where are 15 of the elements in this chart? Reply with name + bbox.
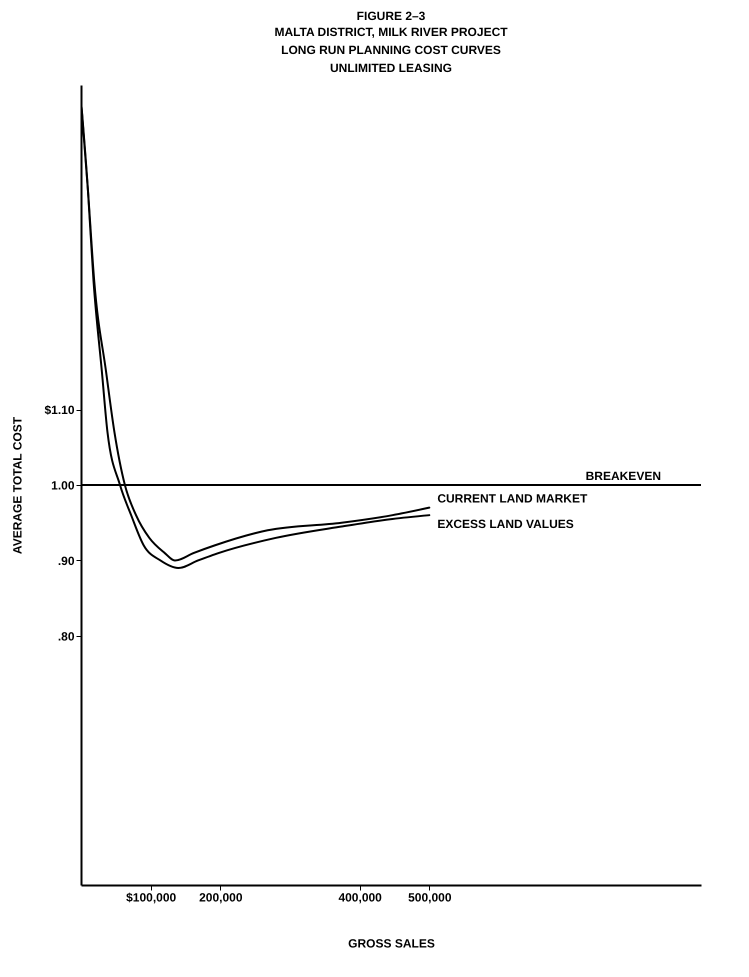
- series-label: CURRENT LAND MARKET: [437, 492, 588, 506]
- x-axis-title: GROSS SALES: [348, 936, 435, 950]
- y-tick-label: .80: [58, 629, 75, 644]
- y-axis-title: AVERAGE TOTAL COST: [10, 416, 24, 554]
- x-tick-label: 400,000: [338, 890, 382, 904]
- x-tick-label: $100,000: [126, 890, 177, 904]
- series-label: EXCESS LAND VALUES: [437, 517, 574, 532]
- ref-line-label: BREAKEVEN: [586, 469, 661, 483]
- x-tick-label: 500,000: [408, 890, 452, 904]
- chart-subtitle: MALTA DISTRICT, MILK RIVER PROJECT LONG RUN PLANNING COST CURVES UNLIMITED LEASING: [274, 25, 508, 75]
- chart-title: FIGURE 2–3: [356, 9, 426, 23]
- y-tick-label: .90: [58, 554, 75, 568]
- y-tick-label: 1.00: [51, 478, 75, 492]
- x-tick-label: 200,000: [199, 890, 243, 904]
- y-tick-label: $1.10: [44, 403, 75, 418]
